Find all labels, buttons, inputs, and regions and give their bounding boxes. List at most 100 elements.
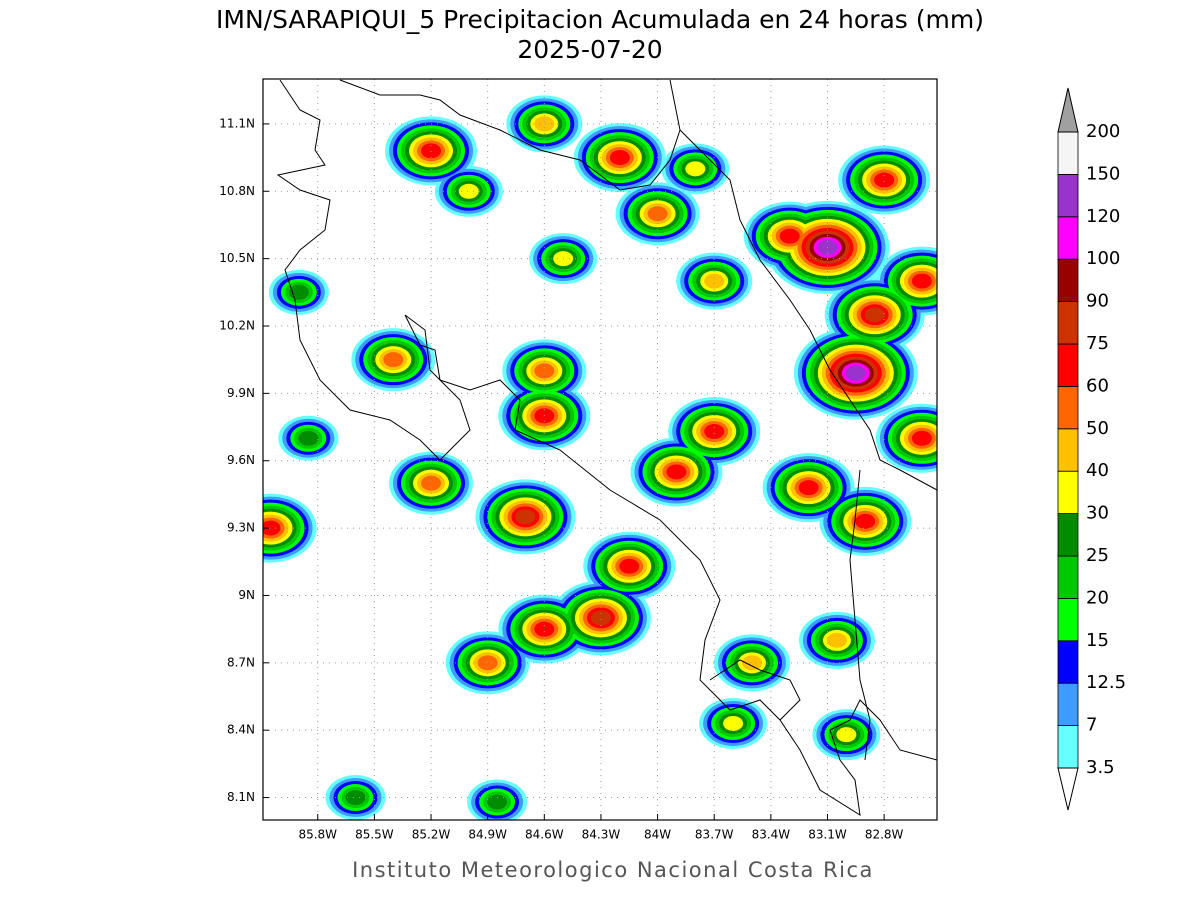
colorbar-label: 150 <box>1086 163 1120 184</box>
precip-contour <box>421 143 442 159</box>
precip-contour <box>298 430 319 446</box>
colorbar-swatch <box>1057 216 1079 260</box>
x-tick-label: 85.2W <box>412 828 451 842</box>
colorbar-under <box>1057 767 1079 811</box>
colorbar-label: 120 <box>1086 206 1120 227</box>
precip-contour <box>590 610 611 626</box>
x-tick-label: 84.9W <box>468 828 507 842</box>
x-tick-label: 82.8W <box>865 828 904 842</box>
date: 2025-07-20 <box>517 35 662 64</box>
precip-contour <box>845 365 866 381</box>
colorbar-swatch <box>1057 555 1079 599</box>
y-tick-label: 10.2N <box>219 319 255 333</box>
precip-contour <box>487 794 508 810</box>
colorbar-label: 100 <box>1086 248 1120 269</box>
title: IMN/SARAPIQUI_5 Precipitacion Acumulada … <box>216 5 984 34</box>
precip-contour <box>864 307 885 323</box>
precip-contour <box>779 228 800 244</box>
y-tick-label: 9.6N <box>227 453 255 467</box>
colorbar-swatch <box>1057 258 1079 303</box>
precip-contour <box>685 161 706 177</box>
precip-contour <box>421 475 442 491</box>
x-tick-label: 84.6W <box>525 828 564 842</box>
y-tick-label: 9.3N <box>227 521 255 535</box>
border <box>709 659 801 721</box>
colorbar: 3.5 7 12.5 15 20 25 30 40 50 60 75 90 100 120 150 200 <box>1057 87 1126 811</box>
colorbar-swatch <box>1057 598 1079 642</box>
colorbar-over <box>1057 87 1079 133</box>
precip-contour <box>836 727 857 743</box>
border <box>849 469 871 761</box>
precip-contour <box>345 790 366 806</box>
precip-contour <box>515 509 536 525</box>
border <box>339 79 681 191</box>
precip-contour <box>288 284 309 300</box>
colorbar-label: 25 <box>1086 545 1109 566</box>
border <box>679 129 937 491</box>
colorbar-label: 40 <box>1086 460 1109 481</box>
precip-contour <box>666 464 687 480</box>
precip-contour <box>534 116 555 132</box>
precip-contour <box>704 273 725 289</box>
colorbar-label: 15 <box>1086 630 1109 651</box>
x-tick-label: 84.3W <box>582 828 621 842</box>
precip-contour <box>704 424 725 440</box>
footer: Instituto Meteorologico Nacional Costa R… <box>352 858 874 882</box>
coastlines <box>276 79 937 816</box>
precip-contour <box>458 183 479 199</box>
colorbar-swatch <box>1057 682 1079 727</box>
x-tick-label: 83.7W <box>695 828 734 842</box>
y-tick-label: 9.9N <box>227 386 255 400</box>
x-tick-label: 84W <box>644 828 671 842</box>
coastline <box>276 79 937 816</box>
colorbar-swatch <box>1057 640 1079 684</box>
y-tick-label: 10.8N <box>219 184 255 198</box>
colorbar-swatch <box>1057 343 1079 387</box>
precip-contour <box>911 430 932 446</box>
y-tick-label: 8.7N <box>227 655 255 669</box>
colorbar-swatch <box>1057 428 1079 472</box>
colorbar-label: 200 <box>1086 121 1120 142</box>
colorbar-label: 50 <box>1086 418 1109 439</box>
precipitation-field <box>263 95 937 820</box>
y-tick-label: 10.5N <box>219 251 255 265</box>
y-tick-label: 8.4N <box>227 723 255 737</box>
precip-contour <box>855 513 876 529</box>
precip-contour <box>741 655 762 671</box>
precip-contour <box>534 363 555 379</box>
precip-contour <box>477 655 498 671</box>
map-frame <box>262 78 938 821</box>
colorbar-swatch <box>1057 173 1079 218</box>
precip-contour <box>874 172 895 188</box>
colorbar-label: 7 <box>1086 715 1097 736</box>
grid: 85.8W 85.5W 85.2W 84.9W 84.6W 84.3W 84W 83.7W 83… <box>219 79 937 842</box>
precip-contour <box>534 621 555 637</box>
colorbar-label: 75 <box>1086 333 1109 354</box>
x-tick-label: 83.1W <box>808 828 847 842</box>
x-tick-label: 85.5W <box>355 828 394 842</box>
x-tick-label: 85.8W <box>298 828 337 842</box>
precip-contour <box>647 206 668 222</box>
colorbar-label: 60 <box>1086 375 1109 396</box>
precip-contour <box>798 480 819 496</box>
y-tick-label: 11.1N <box>219 116 255 130</box>
colorbar-swatch <box>1057 470 1079 515</box>
colorbar-label: 30 <box>1086 503 1109 524</box>
precip-contour <box>723 715 744 731</box>
colorbar-label: 12.5 <box>1086 672 1126 693</box>
colorbar-swatch <box>1057 385 1079 430</box>
precip-contour <box>263 520 281 536</box>
y-tick-label: 8.1N <box>227 790 255 804</box>
colorbar-swatch <box>1057 131 1079 175</box>
precip-contour <box>826 632 847 648</box>
precip-contour <box>609 150 630 166</box>
precip-contour <box>383 352 404 368</box>
x-tick-label: 83.4W <box>752 828 791 842</box>
colorbar-swatch <box>1057 725 1079 769</box>
precip-contour <box>619 558 640 574</box>
colorbar-swatch <box>1057 513 1079 557</box>
y-tick-label: 9N <box>238 588 255 602</box>
colorbar-label: 90 <box>1086 291 1109 312</box>
colorbar-swatch <box>1057 301 1079 345</box>
